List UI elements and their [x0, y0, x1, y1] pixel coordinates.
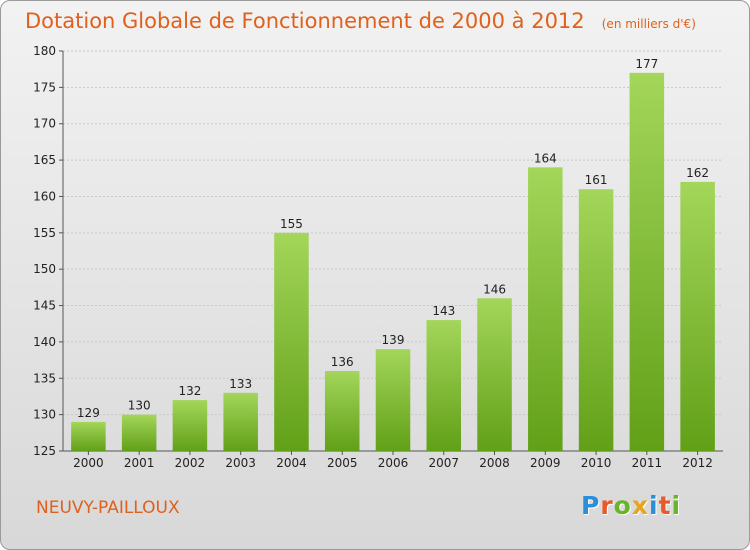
title-row: Dotation Globale de Fonctionnement de 20… — [25, 9, 696, 33]
value-label: 161 — [585, 173, 608, 187]
value-label: 139 — [382, 333, 405, 347]
bar — [71, 421, 106, 451]
x-tick-label: 2007 — [428, 456, 459, 470]
value-label: 146 — [483, 282, 506, 296]
logo-letter: i — [649, 491, 659, 520]
value-label: 162 — [686, 166, 709, 180]
x-tick-label: 2000 — [73, 456, 104, 470]
axes: 125 130 135 140 145 150 155 160 165 170 175 180 2000… — [33, 44, 723, 470]
chart-subtitle: (en milliers d'€) — [601, 17, 696, 31]
value-label: 129 — [77, 406, 100, 420]
bar — [477, 298, 512, 451]
y-tick-label: 150 — [33, 262, 56, 276]
value-label: 132 — [178, 384, 201, 398]
y-tick-label: 165 — [33, 153, 56, 167]
x-tick-label: 2003 — [225, 456, 256, 470]
x-tick-label: 2001 — [124, 456, 155, 470]
value-label: 177 — [635, 57, 658, 71]
x-tick-label: 2005 — [327, 456, 358, 470]
bars — [71, 72, 715, 452]
bar — [324, 371, 360, 451]
x-tick-label: 2011 — [632, 456, 663, 470]
chart-title: Dotation Globale de Fonctionnement de 20… — [25, 9, 585, 33]
bar — [172, 400, 208, 451]
bar — [121, 414, 157, 451]
x-tick-label: 2012 — [682, 456, 713, 470]
x-tick-label: 2006 — [378, 456, 409, 470]
bar — [375, 349, 411, 451]
value-label: 133 — [229, 377, 252, 391]
value-label: 130 — [128, 399, 151, 413]
bar — [274, 232, 309, 451]
x-tick-label: 2010 — [581, 456, 612, 470]
x-tick-label: 2004 — [276, 456, 307, 470]
y-tick-label: 175 — [33, 80, 56, 94]
y-tick-label: 135 — [33, 371, 56, 385]
commune-name: NEUVY-PAILLOUX — [36, 498, 180, 518]
x-tick-label: 2009 — [530, 456, 561, 470]
bar — [223, 392, 258, 451]
bar — [426, 320, 462, 451]
logo-letter: i — [671, 491, 682, 520]
bar — [528, 167, 563, 451]
y-tick-label: 125 — [33, 444, 56, 458]
value-labels: 129 130 132 133 155 136 139 143 146 164 161 177 162 — [77, 57, 709, 420]
x-tick-label: 2002 — [175, 456, 206, 470]
y-tick-label: 170 — [33, 117, 56, 131]
bar — [578, 189, 614, 451]
logo-letter: t — [658, 491, 672, 520]
y-tick-label: 130 — [33, 408, 56, 422]
proxiti-logo[interactable]: Proxiti — [581, 491, 681, 520]
logo-letter: o — [613, 491, 632, 520]
bar — [680, 181, 715, 451]
value-label: 136 — [331, 355, 354, 369]
y-tick-label: 145 — [33, 299, 56, 313]
value-label: 155 — [280, 217, 303, 231]
y-tick-label: 160 — [33, 189, 56, 203]
bar — [629, 72, 665, 452]
logo-letter: x — [631, 491, 649, 520]
y-tick-label: 180 — [33, 44, 56, 58]
value-label: 164 — [534, 151, 557, 165]
logo-letter: P — [581, 491, 601, 520]
logo-letter: r — [600, 491, 614, 520]
x-tick-label: 2008 — [479, 456, 510, 470]
y-tick-label: 140 — [33, 335, 56, 349]
y-tick-label: 155 — [33, 226, 56, 240]
value-label: 143 — [432, 304, 455, 318]
